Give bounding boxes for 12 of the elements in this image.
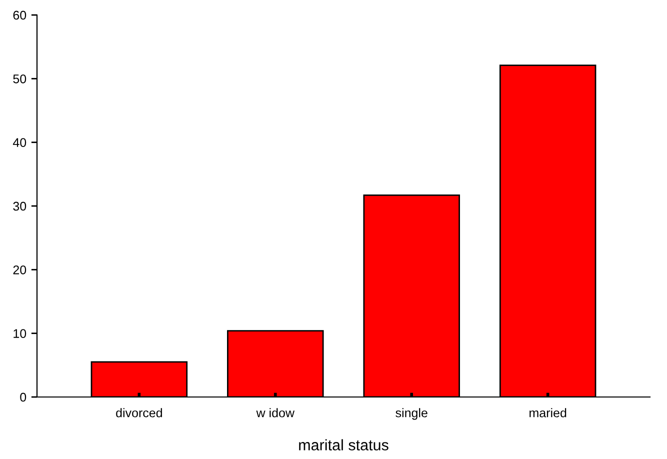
x-tick-label: maried <box>530 408 566 418</box>
x-tick-label: w idow <box>256 408 295 418</box>
y-tick-label: 60 <box>13 10 26 20</box>
x-tick-label: divorced <box>116 408 162 418</box>
y-tick-label: 0 <box>20 392 26 402</box>
y-tick-label: 10 <box>14 329 26 338</box>
y-tick-label: 30 <box>13 202 26 211</box>
y-tick-label: 40 <box>12 138 26 147</box>
y-tick-label: 50 <box>13 74 26 84</box>
x-axis-title: marital status <box>299 439 388 450</box>
x-tick-label: single <box>396 408 428 420</box>
y-tick-label: 20 <box>13 265 26 274</box>
